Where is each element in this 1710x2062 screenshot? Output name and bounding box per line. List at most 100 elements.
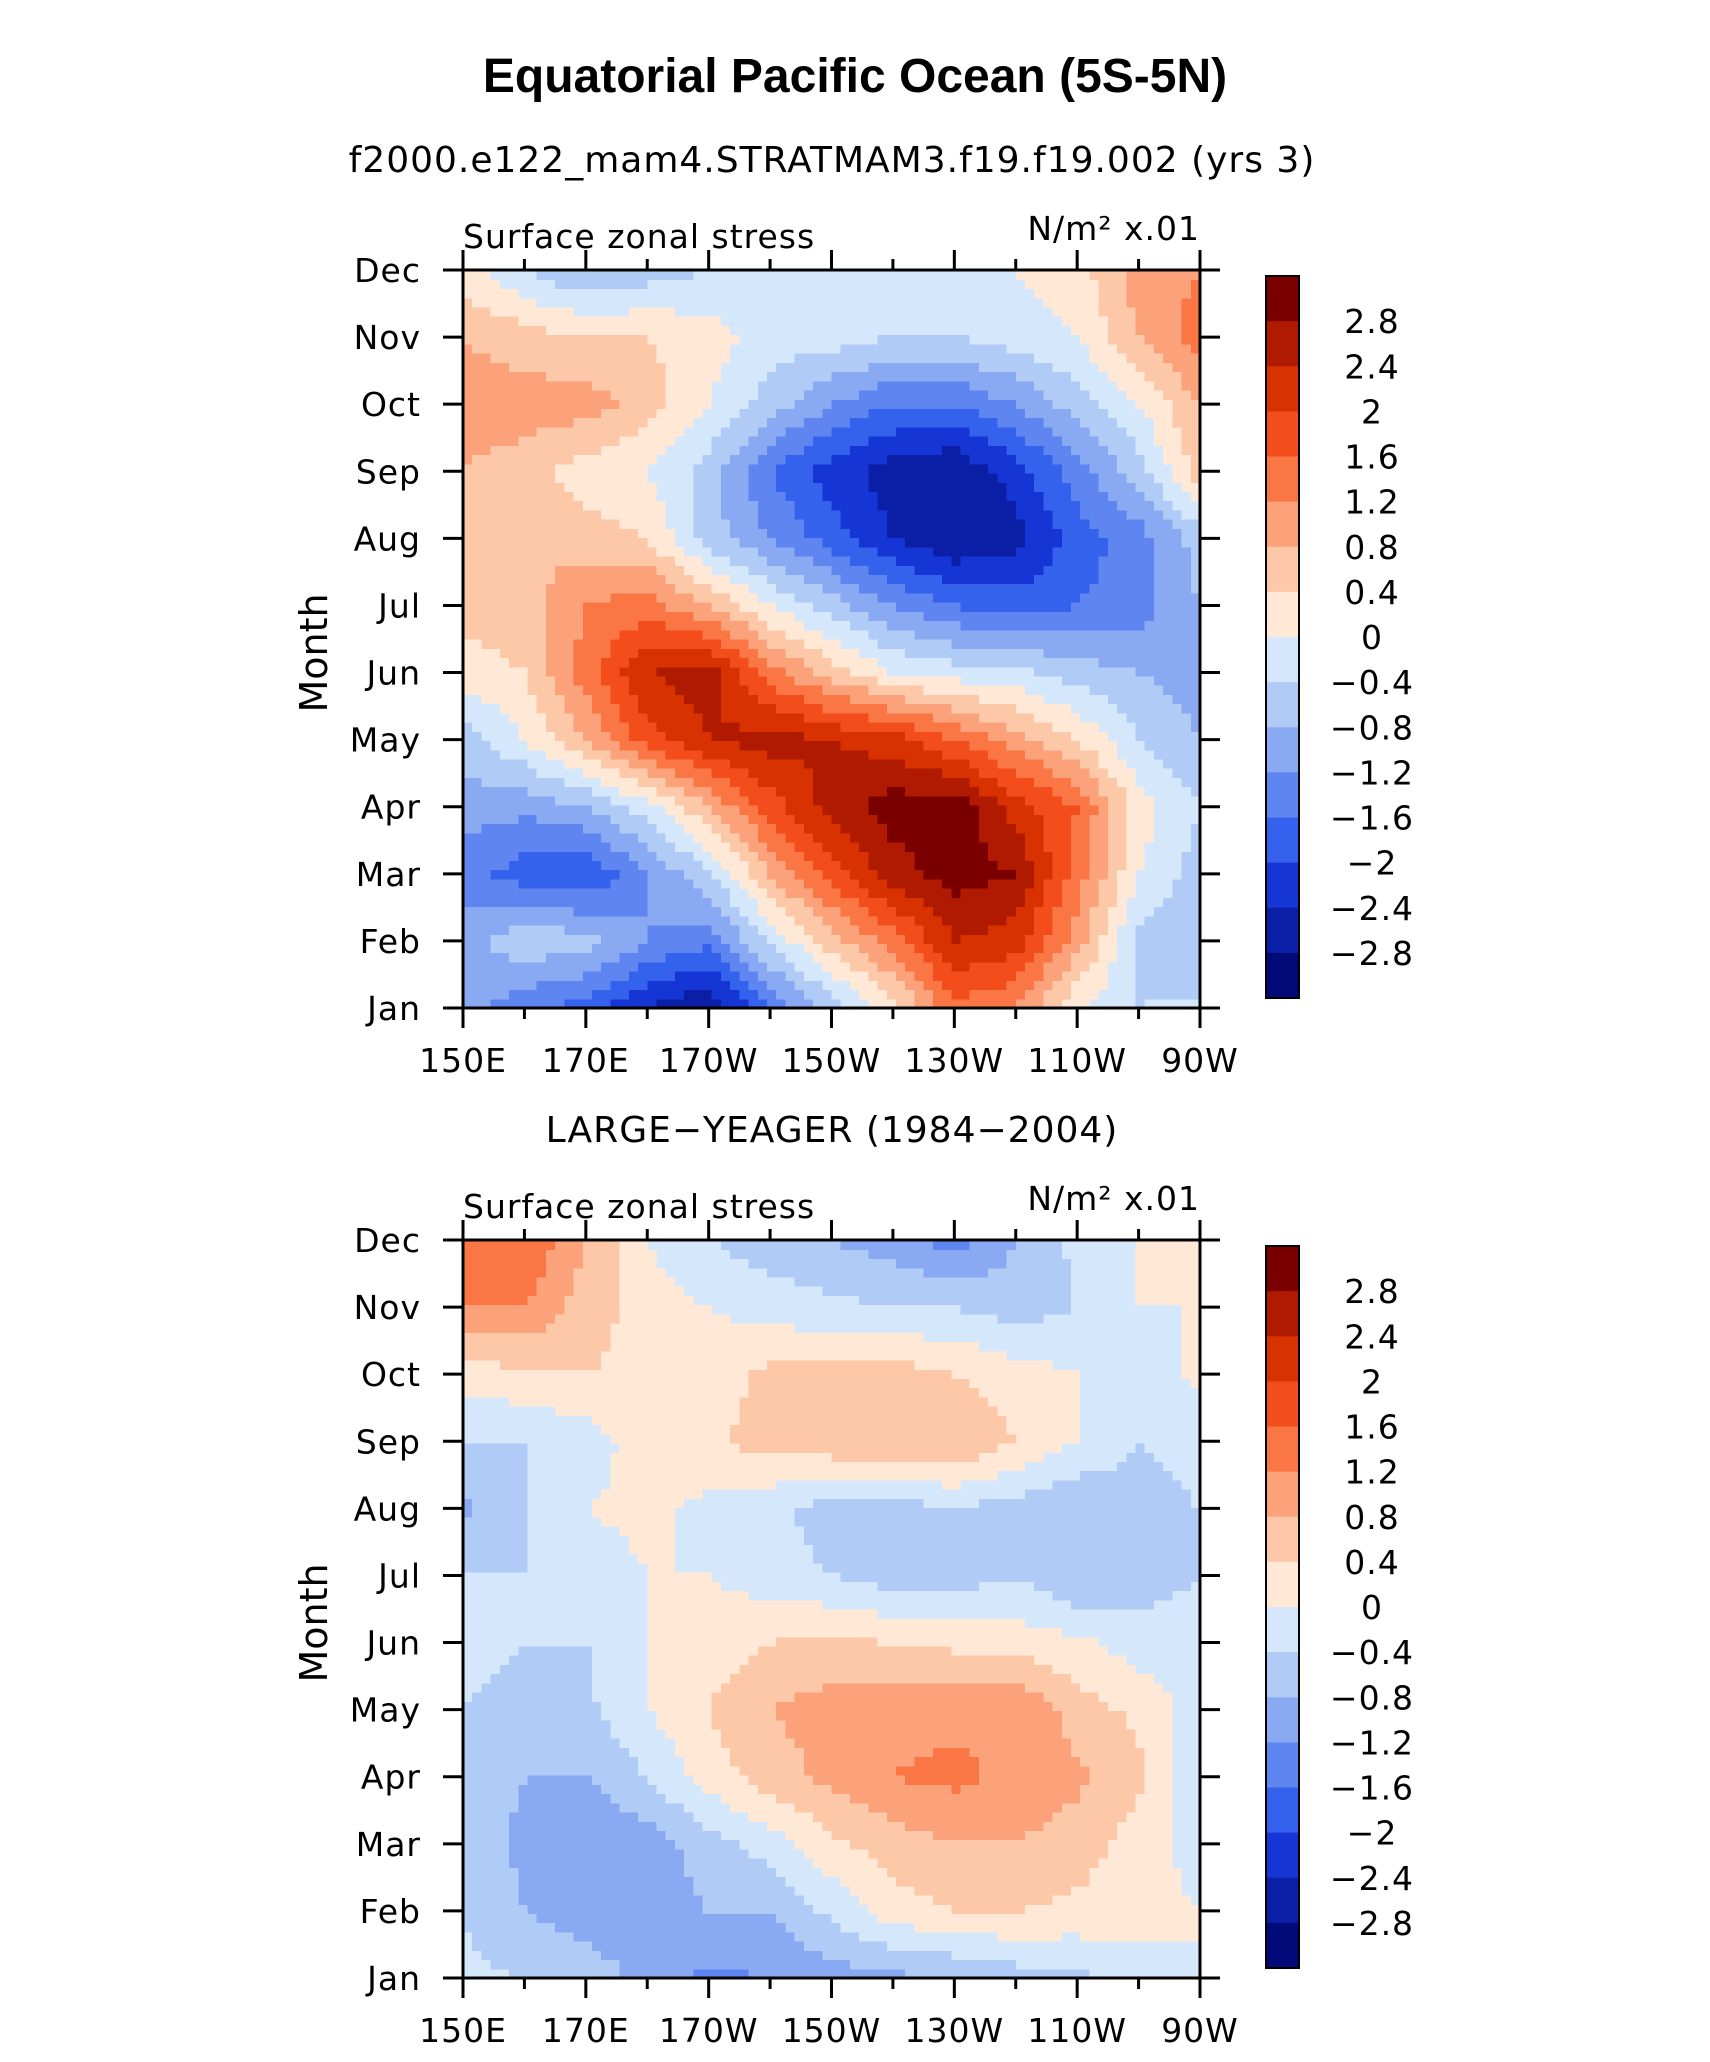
heatmap-cell — [886, 694, 897, 705]
heatmap-cell — [997, 980, 1008, 991]
heatmap-cell — [988, 814, 998, 825]
heatmap-cell — [1089, 703, 1100, 714]
heatmap-cell — [1052, 648, 1063, 659]
heatmap-cell — [1126, 583, 1137, 594]
heatmap-cell — [831, 786, 842, 797]
heatmap-cell — [849, 555, 860, 566]
heatmap-cell — [1061, 482, 1072, 492]
heatmap-cell — [831, 685, 842, 695]
heatmap-cell — [739, 528, 750, 539]
heatmap-cell — [914, 897, 925, 908]
heatmap-cell — [518, 611, 529, 622]
heatmap-cell — [536, 841, 547, 852]
heatmap-cell — [942, 555, 952, 566]
heatmap-cell — [545, 703, 556, 714]
heatmap-cell — [1117, 445, 1127, 456]
heatmap-cell — [619, 906, 630, 917]
heatmap-cell — [748, 989, 759, 1000]
heatmap-cell — [951, 888, 962, 898]
heatmap-cell — [859, 491, 869, 502]
heatmap-cell — [942, 463, 952, 474]
heatmap-cell — [739, 786, 750, 797]
heatmap-cell — [711, 583, 722, 594]
heatmap-cell — [1153, 602, 1164, 612]
heatmap-cell — [849, 657, 860, 668]
heatmap-cell — [711, 961, 722, 972]
heatmap-cell — [1163, 961, 1173, 972]
heatmap-cell — [988, 961, 998, 972]
heatmap-cell — [582, 952, 593, 963]
heatmap-cell — [628, 537, 639, 548]
heatmap-cell — [518, 685, 529, 695]
heatmap-cell — [997, 722, 1008, 732]
heatmap-cell — [767, 971, 777, 981]
heatmap-cell — [868, 851, 879, 861]
heatmap-cell — [555, 786, 565, 797]
heatmap-cell — [1126, 971, 1137, 981]
heatmap-cell — [509, 565, 519, 576]
heatmap-cell — [1080, 685, 1091, 695]
heatmap-cell — [1172, 795, 1183, 806]
heatmap-cell — [472, 685, 483, 695]
heatmap-cell — [1098, 509, 1109, 520]
heatmap-cell — [951, 768, 962, 778]
heatmap-cell — [1126, 768, 1137, 778]
heatmap-cell — [914, 454, 925, 465]
heatmap-cell — [822, 712, 833, 723]
heatmap-cell — [1135, 795, 1146, 806]
heatmap-cell — [591, 740, 602, 751]
heatmap-cell — [831, 777, 842, 788]
heatmap-cell — [969, 445, 980, 456]
heatmap-cell — [1135, 851, 1146, 861]
heatmap-cell — [463, 841, 473, 852]
heatmap-cell — [1089, 565, 1100, 576]
heatmap-cell — [1071, 777, 1081, 788]
heatmap-cell — [591, 519, 602, 529]
heatmap-cell — [1080, 546, 1091, 557]
heatmap-cell — [960, 602, 971, 612]
heatmap-cell — [960, 869, 971, 880]
heatmap-cell — [886, 666, 897, 677]
heatmap-cell — [923, 768, 934, 778]
heatmap-cell — [951, 491, 962, 502]
heatmap-cell — [499, 574, 510, 585]
heatmap-cell — [767, 924, 777, 935]
heatmap-cell — [656, 722, 667, 732]
heatmap-cell — [849, 454, 860, 465]
heatmap-cell — [1006, 860, 1017, 871]
heatmap-cell — [895, 666, 906, 677]
heatmap-cell — [693, 537, 704, 548]
heatmap-cell — [932, 666, 943, 677]
heatmap-cell — [665, 445, 676, 456]
heatmap-cell — [748, 519, 759, 529]
heatmap-cell — [988, 694, 998, 705]
heatmap-cell — [840, 740, 851, 751]
heatmap-cell — [1163, 602, 1173, 612]
heatmap-cell — [757, 897, 768, 908]
heatmap-cell — [785, 971, 796, 981]
heatmap-cell — [803, 851, 814, 861]
heatmap-cell — [472, 639, 483, 649]
heatmap-cell — [905, 740, 916, 751]
heatmap-cell — [730, 777, 740, 788]
heatmap-cell — [767, 666, 777, 677]
heatmap-cell — [859, 897, 869, 908]
heatmap-cell — [1034, 537, 1044, 548]
heatmap-cell — [1061, 906, 1072, 917]
heatmap-cell — [684, 583, 694, 594]
heatmap-cell — [573, 592, 584, 603]
heatmap-cell — [509, 426, 519, 437]
heatmap-cell — [702, 648, 713, 659]
heatmap-cell — [619, 574, 630, 585]
heatmap-cell — [1071, 878, 1081, 889]
heatmap-cell — [1006, 786, 1017, 797]
heatmap-cell — [757, 574, 768, 585]
heatmap-cell — [591, 648, 602, 659]
heatmap-cell — [509, 841, 519, 852]
heatmap-cell — [1117, 703, 1127, 714]
heatmap-cell — [1135, 934, 1146, 945]
heatmap-cell — [776, 482, 787, 492]
heatmap-cell — [942, 768, 952, 778]
heatmap-cell — [785, 915, 796, 926]
heatmap-cell — [564, 657, 575, 668]
